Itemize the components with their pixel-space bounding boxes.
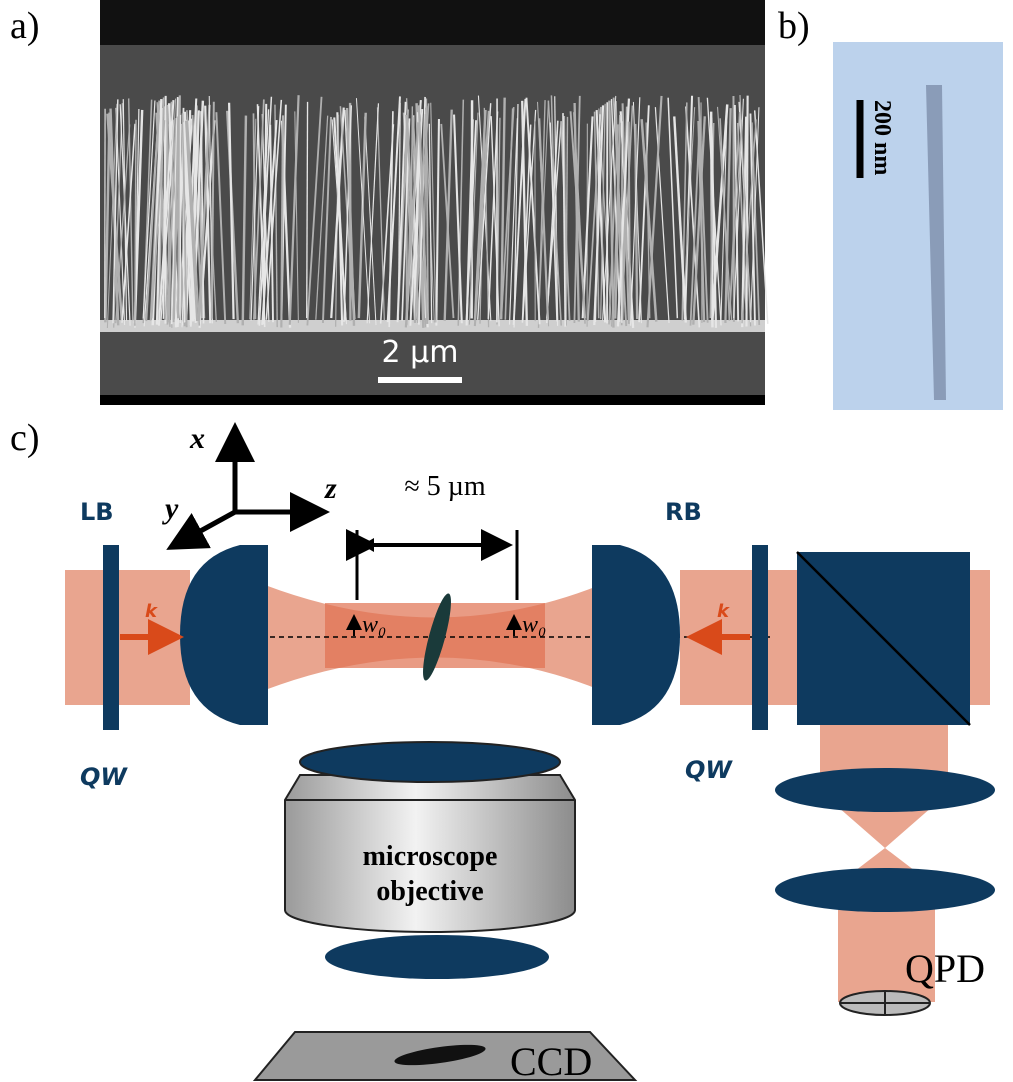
axis-label: z	[324, 472, 337, 505]
lens	[592, 545, 680, 725]
waist-label: w₀	[522, 612, 546, 638]
axis-label: x	[189, 422, 205, 455]
lens	[180, 545, 268, 725]
k-label: k	[145, 601, 158, 622]
sem-top	[100, 0, 765, 45]
scale-label: 200 nm	[869, 100, 895, 175]
tem-image	[833, 42, 1003, 410]
waist-label: w₀	[362, 612, 386, 638]
nanowire-strand	[307, 102, 308, 318]
panel-label: b)	[778, 5, 810, 47]
objective-lens	[300, 742, 560, 782]
panel-label: c)	[10, 417, 40, 459]
nanowire-strand	[746, 96, 747, 327]
waveplate-label: QW	[685, 756, 733, 784]
waveplate	[103, 545, 119, 730]
scale-label: 2 µm	[382, 335, 459, 370]
y-axis-arrow	[175, 512, 235, 545]
beam-label: RB	[665, 498, 702, 526]
panel-label: a)	[10, 5, 40, 47]
lens	[775, 868, 995, 912]
lens	[325, 935, 549, 979]
objective-label: objective	[376, 876, 483, 907]
objective-label: microscope	[363, 841, 498, 872]
camera-label: CCD	[510, 1039, 592, 1082]
sem-bottom	[100, 395, 765, 405]
detector-label: QPD	[905, 946, 985, 991]
beam-label: LB	[80, 498, 114, 526]
waveplate-label: QW	[80, 763, 128, 791]
waveplate	[752, 545, 768, 730]
distance-label: ≈ 5 µm	[404, 471, 486, 502]
k-label: k	[717, 601, 730, 622]
axis-label: y	[162, 492, 179, 525]
lens	[775, 768, 995, 812]
figure: a) 2 µm b) 200 nm c) x z y k k LB RB QW …	[0, 0, 1013, 1082]
arrow-head	[362, 538, 374, 552]
